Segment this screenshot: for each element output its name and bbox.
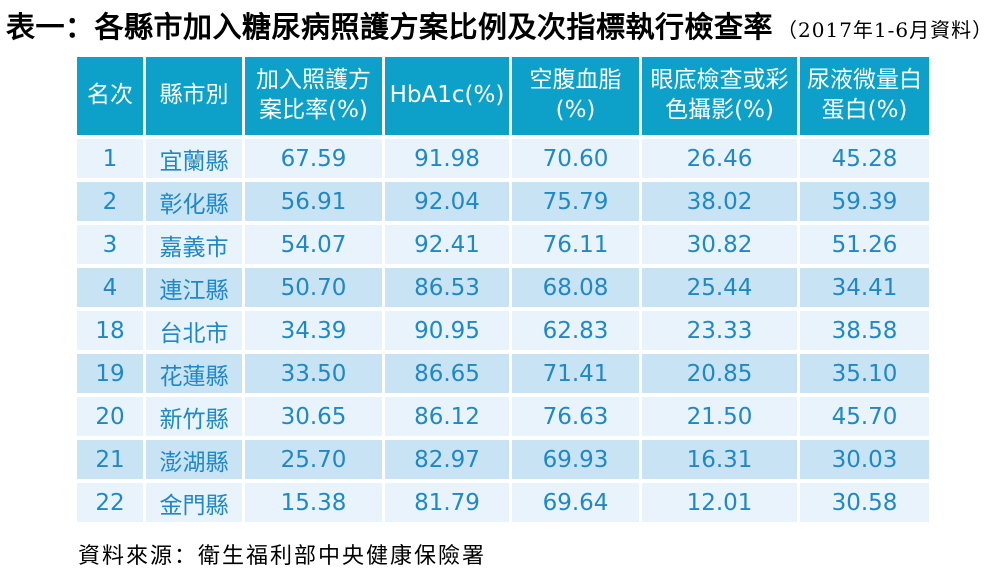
col-header-urine-microalbumin: 尿液微量白蛋白(%) xyxy=(800,57,929,135)
cell-county: 金門縣 xyxy=(146,483,242,522)
cell-rank: 4 xyxy=(77,268,143,307)
cell-county: 宜蘭縣 xyxy=(146,139,242,178)
figure-title-period: （2017年1-6月資料） xyxy=(777,18,992,42)
cell-county: 彰化縣 xyxy=(146,182,242,221)
cell-fundus-exam: 21.50 xyxy=(642,397,797,436)
cell-urine-microalbumin: 59.39 xyxy=(800,182,929,221)
cell-enrollment-rate: 56.91 xyxy=(245,182,382,221)
cell-hba1c: 81.79 xyxy=(385,483,509,522)
cell-fundus-exam: 12.01 xyxy=(642,483,797,522)
cell-fundus-exam: 20.85 xyxy=(642,354,797,393)
cell-rank: 20 xyxy=(77,397,143,436)
col-header-county: 縣市別 xyxy=(146,57,242,135)
cell-rank: 18 xyxy=(77,311,143,350)
cell-fasting-lipid: 75.79 xyxy=(512,182,639,221)
cell-enrollment-rate: 15.38 xyxy=(245,483,382,522)
table-row: 4 連江縣 50.70 86.53 68.08 25.44 34.41 xyxy=(77,268,929,307)
cell-hba1c: 82.97 xyxy=(385,440,509,479)
cell-hba1c: 86.53 xyxy=(385,268,509,307)
table-row: 18 台北市 34.39 90.95 62.83 23.33 38.58 xyxy=(77,311,929,350)
col-header-fasting-lipid: 空腹血脂(%) xyxy=(512,57,639,135)
cell-fasting-lipid: 76.63 xyxy=(512,397,639,436)
cell-rank: 1 xyxy=(77,139,143,178)
cell-fundus-exam: 16.31 xyxy=(642,440,797,479)
cell-urine-microalbumin: 38.58 xyxy=(800,311,929,350)
cell-hba1c: 86.65 xyxy=(385,354,509,393)
cell-fundus-exam: 26.46 xyxy=(642,139,797,178)
diabetes-care-table: 名次 縣市別 加入照護方案比率(%) HbA1c(%) 空腹血脂(%) 眼底檢查… xyxy=(74,53,932,526)
cell-county: 花蓮縣 xyxy=(146,354,242,393)
figure-title-main: 表一：各縣市加入糖尿病照護方案比例及次指標執行檢查率 xyxy=(6,10,774,44)
table-row: 2 彰化縣 56.91 92.04 75.79 38.02 59.39 xyxy=(77,182,929,221)
cell-fasting-lipid: 69.93 xyxy=(512,440,639,479)
cell-hba1c: 92.41 xyxy=(385,225,509,264)
cell-fasting-lipid: 71.41 xyxy=(512,354,639,393)
figure-title: 表一：各縣市加入糖尿病照護方案比例及次指標執行檢查率 （2017年1-6月資料） xyxy=(6,4,992,46)
data-source-note: 資料來源：衛生福利部中央健康保險署 xyxy=(78,544,487,569)
cell-hba1c: 86.12 xyxy=(385,397,509,436)
cell-fundus-exam: 30.82 xyxy=(642,225,797,264)
cell-fundus-exam: 23.33 xyxy=(642,311,797,350)
cell-rank: 21 xyxy=(77,440,143,479)
cell-hba1c: 90.95 xyxy=(385,311,509,350)
cell-county: 連江縣 xyxy=(146,268,242,307)
cell-rank: 22 xyxy=(77,483,143,522)
cell-urine-microalbumin: 51.26 xyxy=(800,225,929,264)
col-header-hba1c: HbA1c(%) xyxy=(385,57,509,135)
cell-fundus-exam: 38.02 xyxy=(642,182,797,221)
cell-enrollment-rate: 33.50 xyxy=(245,354,382,393)
cell-rank: 19 xyxy=(77,354,143,393)
cell-urine-microalbumin: 45.70 xyxy=(800,397,929,436)
cell-urine-microalbumin: 34.41 xyxy=(800,268,929,307)
cell-fasting-lipid: 68.08 xyxy=(512,268,639,307)
table-row: 3 嘉義市 54.07 92.41 76.11 30.82 51.26 xyxy=(77,225,929,264)
table-row: 1 宜蘭縣 67.59 91.98 70.60 26.46 45.28 xyxy=(77,139,929,178)
col-header-enrollment-rate: 加入照護方案比率(%) xyxy=(245,57,382,135)
cell-hba1c: 91.98 xyxy=(385,139,509,178)
col-header-fundus-exam: 眼底檢查或彩色攝影(%) xyxy=(642,57,797,135)
table-row: 20 新竹縣 30.65 86.12 76.63 21.50 45.70 xyxy=(77,397,929,436)
cell-urine-microalbumin: 45.28 xyxy=(800,139,929,178)
cell-rank: 2 xyxy=(77,182,143,221)
cell-enrollment-rate: 50.70 xyxy=(245,268,382,307)
cell-county: 嘉義市 xyxy=(146,225,242,264)
cell-fundus-exam: 25.44 xyxy=(642,268,797,307)
table-row: 21 澎湖縣 25.70 82.97 69.93 16.31 30.03 xyxy=(77,440,929,479)
cell-rank: 3 xyxy=(77,225,143,264)
cell-urine-microalbumin: 35.10 xyxy=(800,354,929,393)
table-row: 22 金門縣 15.38 81.79 69.64 12.01 30.58 xyxy=(77,483,929,522)
cell-enrollment-rate: 30.65 xyxy=(245,397,382,436)
cell-enrollment-rate: 67.59 xyxy=(245,139,382,178)
cell-fasting-lipid: 70.60 xyxy=(512,139,639,178)
col-header-rank: 名次 xyxy=(77,57,143,135)
cell-enrollment-rate: 54.07 xyxy=(245,225,382,264)
cell-enrollment-rate: 25.70 xyxy=(245,440,382,479)
cell-urine-microalbumin: 30.03 xyxy=(800,440,929,479)
cell-county: 澎湖縣 xyxy=(146,440,242,479)
cell-enrollment-rate: 34.39 xyxy=(245,311,382,350)
cell-county: 新竹縣 xyxy=(146,397,242,436)
cell-fasting-lipid: 76.11 xyxy=(512,225,639,264)
cell-fasting-lipid: 69.64 xyxy=(512,483,639,522)
table-row: 19 花蓮縣 33.50 86.65 71.41 20.85 35.10 xyxy=(77,354,929,393)
cell-fasting-lipid: 62.83 xyxy=(512,311,639,350)
cell-county: 台北市 xyxy=(146,311,242,350)
header-row: 名次 縣市別 加入照護方案比率(%) HbA1c(%) 空腹血脂(%) 眼底檢查… xyxy=(77,57,929,135)
cell-urine-microalbumin: 30.58 xyxy=(800,483,929,522)
cell-hba1c: 92.04 xyxy=(385,182,509,221)
